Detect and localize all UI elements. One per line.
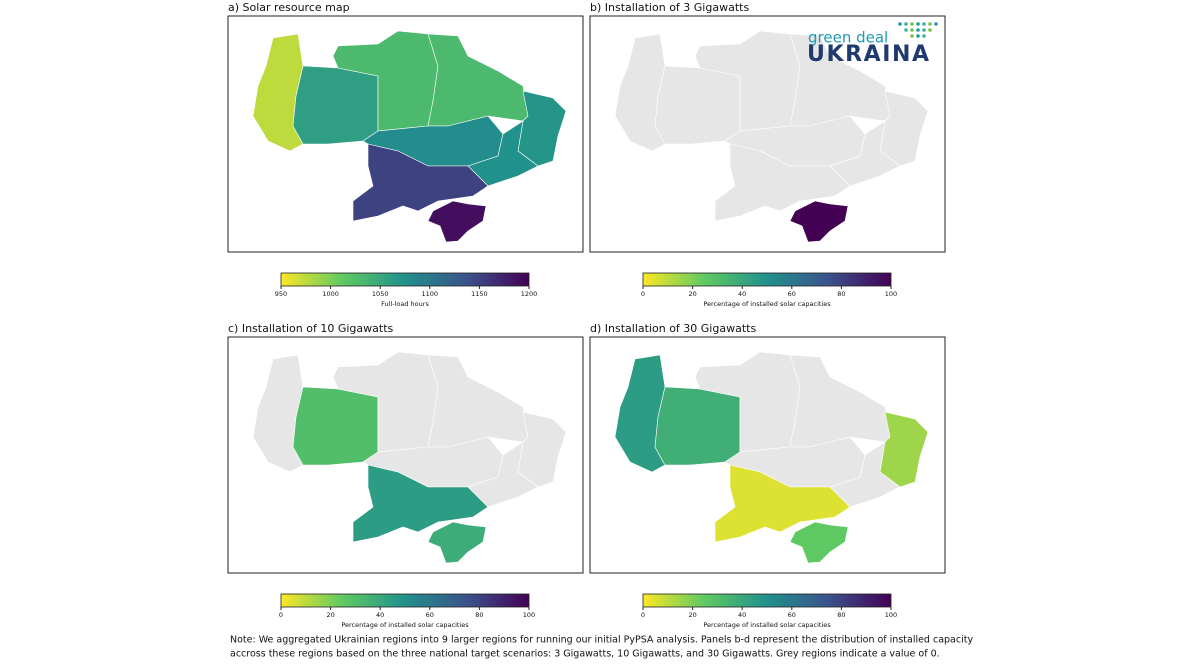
panel-title: c) Installation of 10 Gigawatts [228, 322, 394, 335]
colorbar-tick-label: 20 [688, 290, 696, 298]
region [427, 33, 529, 127]
note-line1: Note: We aggregated Ukrainian regions in… [230, 635, 973, 646]
region [352, 464, 489, 543]
logo-dot [922, 34, 926, 38]
colorbar-tick-label: 0 [641, 611, 645, 619]
logo-dot [910, 22, 914, 26]
colorbar-tick-label: 60 [788, 611, 796, 619]
colorbar-tick-label: 40 [738, 290, 746, 298]
region [879, 411, 929, 488]
colorbar-tick-label: 1050 [372, 290, 389, 298]
region [467, 120, 539, 187]
logo-dot [916, 34, 920, 38]
region [829, 120, 901, 187]
region [714, 464, 851, 543]
panel-frame [227, 15, 584, 253]
colorbar-tick-label: 80 [475, 611, 483, 619]
colorbar [642, 272, 892, 287]
logo-dot [910, 28, 914, 32]
colorbar-tick-label: 60 [788, 290, 796, 298]
colorbar-tick-label: 1200 [521, 290, 538, 298]
panel-title: b) Installation of 3 Gigawatts [590, 1, 749, 14]
logo-dot [934, 22, 938, 26]
colorbar-tick-label: 100 [885, 290, 897, 298]
region [654, 386, 741, 466]
colorbar-tick-label: 40 [376, 611, 384, 619]
colorbar [280, 593, 530, 608]
logo-dot [922, 22, 926, 26]
logo-dot [898, 22, 902, 26]
region [427, 354, 529, 448]
colorbar [280, 272, 530, 287]
panel-frame [589, 15, 946, 253]
colorbar-tick-label: 1000 [322, 290, 339, 298]
region [614, 354, 666, 473]
panel-frame [227, 336, 584, 574]
colorbar [642, 593, 892, 608]
colorbar-label: Full-load hours [381, 300, 429, 308]
region [517, 411, 567, 488]
colorbar-tick-label: 80 [837, 290, 845, 298]
logo-dot [928, 22, 932, 26]
region [292, 386, 379, 466]
colorbar-tick-label: 1150 [471, 290, 488, 298]
region [829, 441, 901, 508]
region [352, 143, 489, 222]
panel-title: a) Solar resource map [228, 1, 350, 14]
logo-dot [922, 28, 926, 32]
logo-dot [904, 28, 908, 32]
logo-dot [904, 22, 908, 26]
note-line2: accross these regions based on the three… [230, 649, 940, 660]
colorbar-tick-label: 0 [641, 290, 645, 298]
logo-dot [916, 22, 920, 26]
logo-dot [916, 28, 920, 32]
colorbar-tick-label: 60 [426, 611, 434, 619]
colorbar-label: Percentage of installed solar capacities [341, 621, 469, 629]
colorbar-tick-label: 40 [738, 611, 746, 619]
logo-dot [910, 34, 914, 38]
region [292, 65, 379, 145]
panel-frame [589, 336, 946, 574]
region [252, 354, 304, 473]
region [879, 90, 929, 167]
region [614, 33, 666, 152]
logo-line1: green deal [808, 29, 888, 47]
colorbar-tick-label: 20 [688, 611, 696, 619]
colorbar-tick-label: 20 [326, 611, 334, 619]
colorbar-tick-label: 950 [275, 290, 287, 298]
region [789, 521, 849, 564]
region [517, 90, 567, 167]
colorbar-tick-label: 1100 [422, 290, 439, 298]
panel-title: d) Installation of 30 Gigawatts [590, 322, 756, 335]
colorbar-tick-label: 100 [523, 611, 535, 619]
region [427, 521, 487, 564]
region [427, 200, 487, 243]
region [467, 441, 539, 508]
colorbar-tick-label: 80 [837, 611, 845, 619]
colorbar-label: Percentage of installed solar capacities [703, 300, 831, 308]
region [789, 354, 891, 448]
colorbar-tick-label: 100 [885, 611, 897, 619]
logo-line2: UKRAINA [807, 42, 929, 67]
region [654, 65, 741, 145]
logo-dot [928, 28, 932, 32]
colorbar-label: Percentage of installed solar capacities [703, 621, 831, 629]
colorbar-tick-label: 0 [279, 611, 283, 619]
region [252, 33, 304, 152]
region [714, 143, 851, 222]
region [789, 200, 849, 243]
